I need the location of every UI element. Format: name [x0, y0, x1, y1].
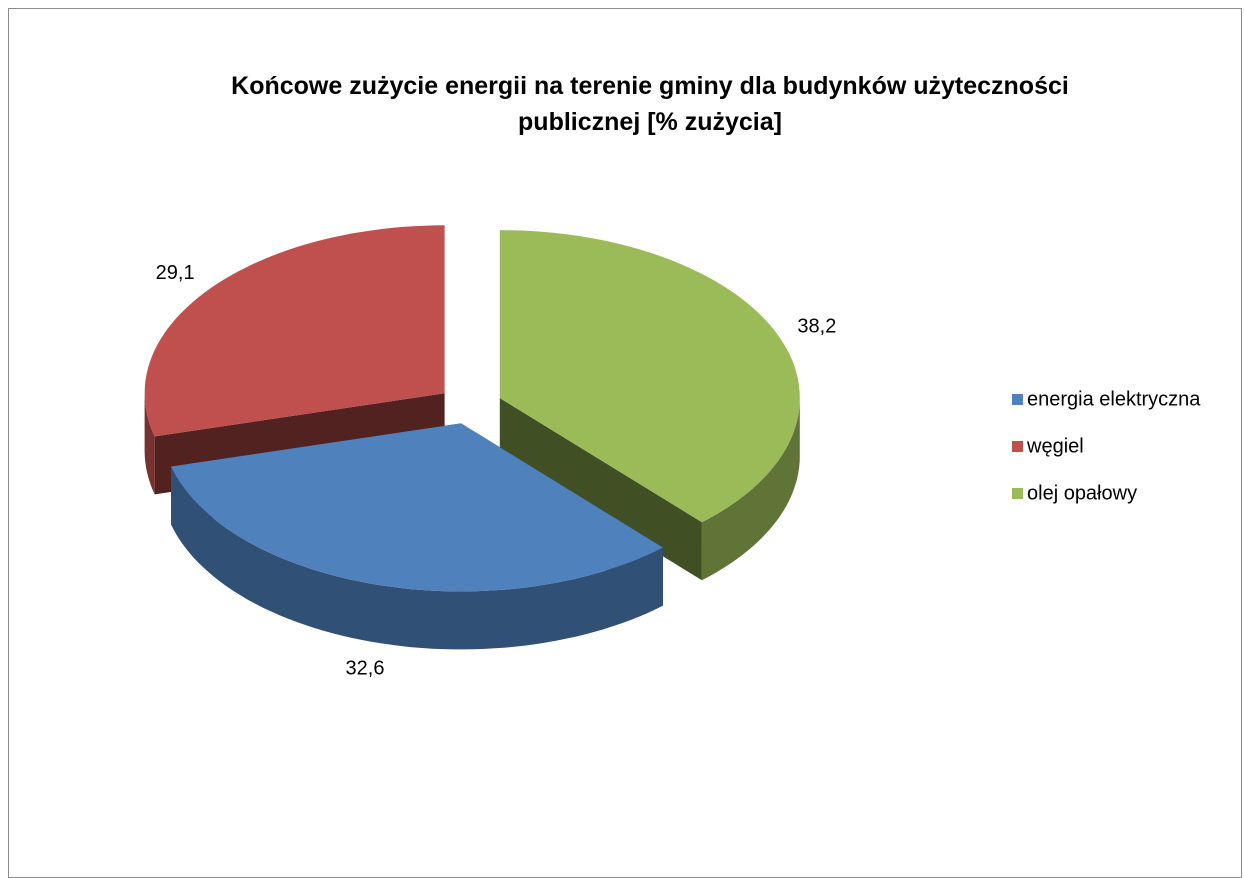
- legend-swatch: [1012, 441, 1023, 452]
- data-label: 29,1: [156, 262, 195, 284]
- slice: [144, 225, 445, 437]
- legend-label: węgiel: [1026, 435, 1084, 457]
- slice-outer-wall: [144, 393, 155, 495]
- legend-label: olej opałowy: [1027, 482, 1137, 504]
- slice-outer-wall: [701, 398, 800, 581]
- chart-title: Końcowe zużycie energii na terenie gminy…: [231, 72, 1069, 136]
- data-label: 32,6: [346, 658, 385, 680]
- slice: [171, 423, 663, 592]
- legend-label: energia elektryczna: [1027, 388, 1201, 410]
- legend-swatch: [1012, 394, 1023, 405]
- slice-side-wall: [499, 398, 702, 581]
- legend-swatch: [1012, 488, 1023, 499]
- data-label: 38,2: [797, 316, 836, 338]
- slice: [499, 230, 800, 523]
- slice-outer-wall: [171, 466, 663, 650]
